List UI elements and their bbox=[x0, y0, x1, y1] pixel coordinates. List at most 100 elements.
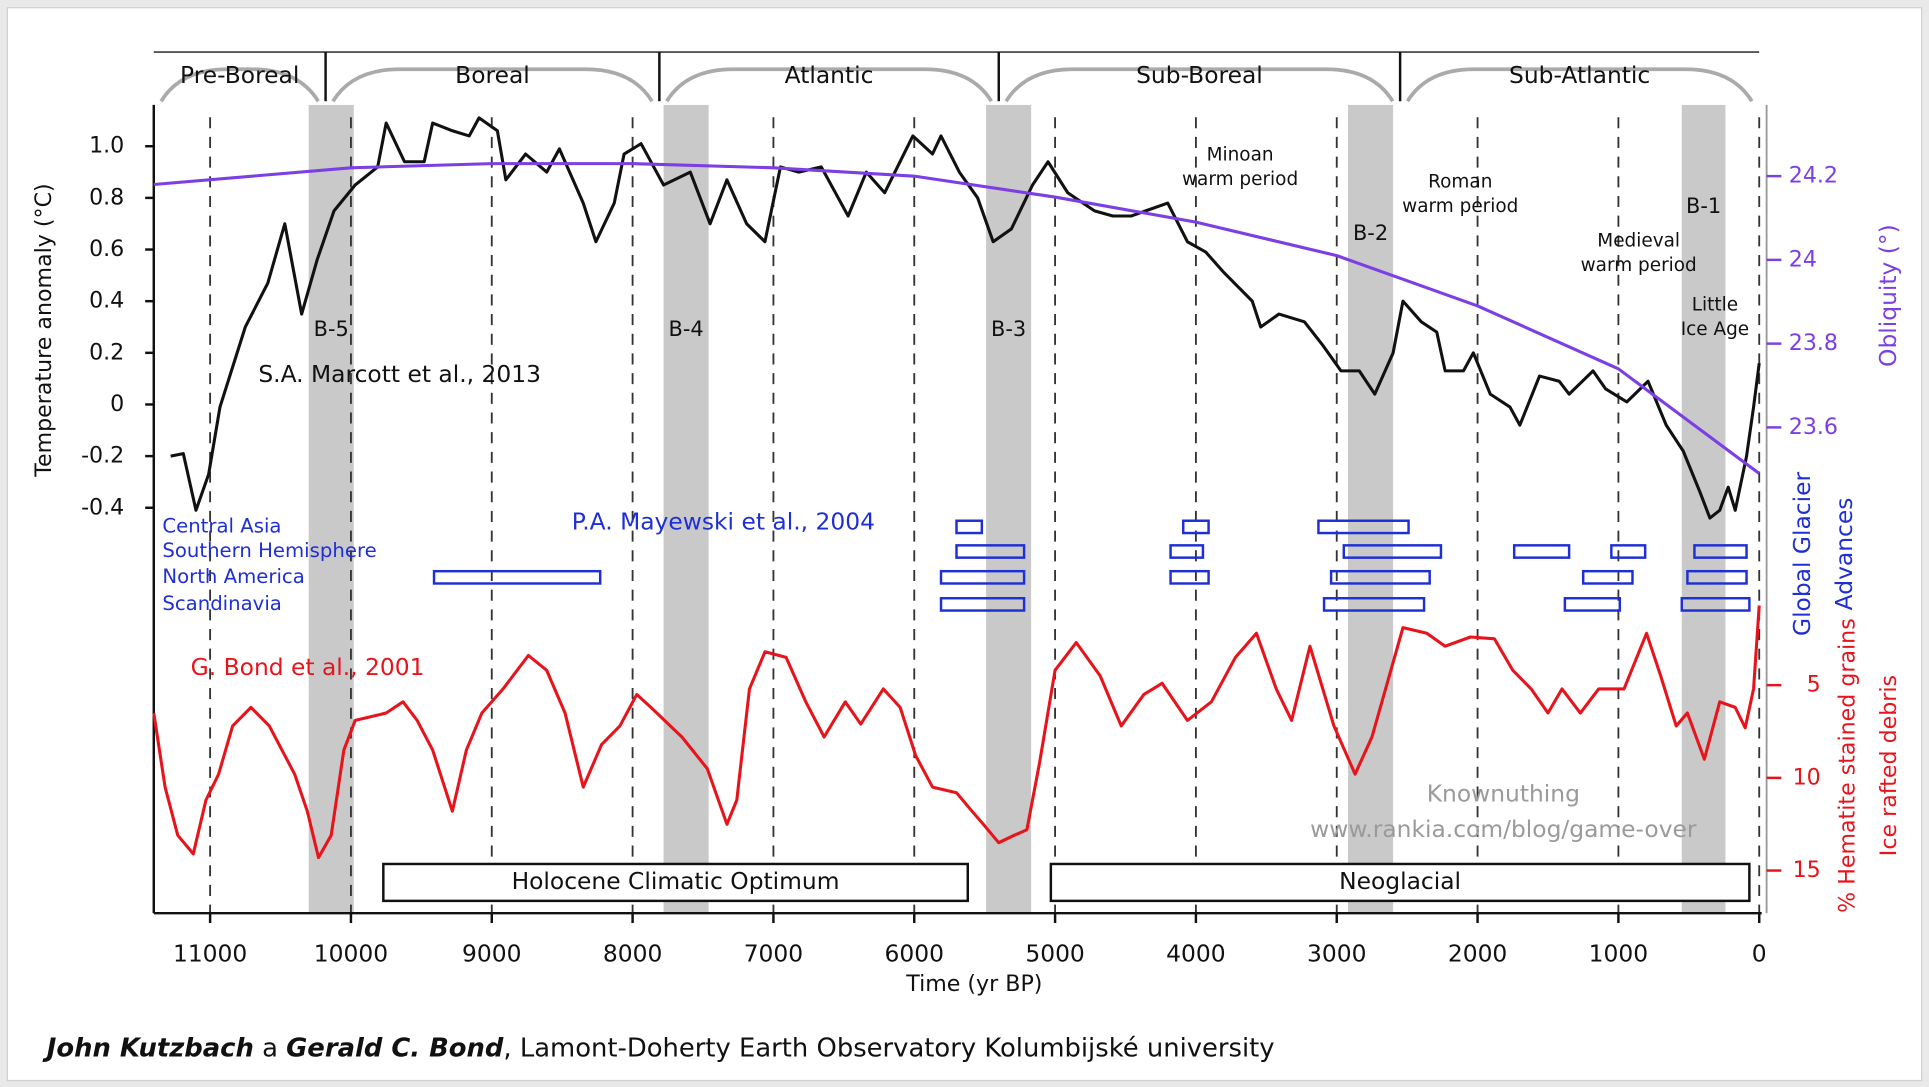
event-label: B-2 bbox=[1353, 221, 1388, 245]
glacier-advance bbox=[955, 519, 984, 535]
phase-box bbox=[382, 862, 970, 903]
glacier-axis-label: Advances bbox=[1830, 498, 1858, 611]
glacier-advance bbox=[1686, 569, 1748, 585]
glacier-axis-label: Global Glacier bbox=[1788, 471, 1816, 636]
glacier-advance bbox=[1342, 544, 1443, 559]
x-tick-label: 2000 bbox=[1448, 940, 1507, 968]
period-arc bbox=[159, 67, 320, 103]
caption-part: John Kutzbach bbox=[42, 1033, 254, 1063]
annotation: Roman bbox=[1428, 171, 1492, 192]
glacier-advance bbox=[1680, 597, 1751, 612]
y3-axis-label: Ice rafted debris bbox=[1876, 675, 1902, 856]
period-arc bbox=[1004, 67, 1395, 103]
glacier-advance bbox=[1182, 519, 1210, 535]
watermark: Knownuthing bbox=[1427, 780, 1580, 808]
glacier-region-label: Central Asia bbox=[162, 514, 281, 537]
annotation: Little bbox=[1692, 294, 1738, 315]
glacier-advance bbox=[1329, 569, 1431, 585]
glacier-advance bbox=[1693, 544, 1748, 559]
glacier-advance bbox=[432, 569, 602, 585]
event-label: B-4 bbox=[669, 317, 704, 341]
x-tick-label: 7000 bbox=[744, 940, 803, 968]
y3-tick-label: 15 bbox=[1793, 857, 1821, 883]
series-line bbox=[152, 605, 1761, 860]
glacier-region-label: Southern Hemisphere bbox=[162, 539, 376, 562]
x-tick-label: 3000 bbox=[1307, 940, 1366, 968]
glacier-advance bbox=[1169, 569, 1210, 585]
phase-label: Neoglacial bbox=[1339, 867, 1461, 895]
x-tick-label: 1000 bbox=[1589, 940, 1648, 968]
y3-tick-label: 10 bbox=[1793, 764, 1821, 790]
y2-tick-label: 23.8 bbox=[1789, 330, 1838, 356]
watermark: www.rankia.com/blog/game-over bbox=[1310, 815, 1697, 843]
glacier-advance bbox=[955, 544, 1026, 559]
series-line bbox=[170, 116, 1761, 520]
period-arc bbox=[1405, 67, 1754, 103]
annotation: warm period bbox=[1581, 255, 1697, 276]
y-tick-label: -0.4 bbox=[81, 494, 124, 520]
y-tick-label: 0.4 bbox=[89, 288, 124, 314]
x-tick-label: 11000 bbox=[173, 940, 247, 968]
series-line bbox=[153, 162, 1761, 475]
period-label: Boreal bbox=[455, 61, 530, 89]
event-band bbox=[1681, 104, 1726, 914]
annotation: Minoan bbox=[1207, 144, 1274, 165]
y2-tick-label: 23.6 bbox=[1789, 414, 1838, 440]
event-label: B-3 bbox=[991, 317, 1026, 341]
event-band bbox=[1348, 104, 1394, 914]
annotation: warm period bbox=[1182, 169, 1298, 190]
period-label: Pre-Boreal bbox=[180, 61, 299, 89]
glacier-advance bbox=[1317, 519, 1410, 535]
glacier-advance bbox=[939, 569, 1026, 585]
annotation: Ice Age bbox=[1681, 319, 1749, 340]
caption-part: , Lamont-Doherty Earth Observatory Kolum… bbox=[503, 1033, 1274, 1063]
event-label: B-1 bbox=[1686, 194, 1721, 218]
y-tick-label: 0.2 bbox=[89, 339, 124, 365]
glacier-advance bbox=[1610, 544, 1647, 559]
x-tick-label: 4000 bbox=[1166, 940, 1225, 968]
event-band bbox=[663, 104, 709, 914]
period-arc bbox=[331, 67, 654, 103]
glacier-advance bbox=[939, 597, 1026, 612]
y-tick-label: 0 bbox=[110, 391, 124, 417]
glacier-advance bbox=[1512, 544, 1571, 559]
x-tick-label: 9000 bbox=[462, 940, 521, 968]
y2-tick-label: 24 bbox=[1789, 246, 1817, 272]
y3-axis-label: % Hematite stained grains bbox=[1834, 618, 1860, 913]
series-label: G. Bond et al., 2001 bbox=[191, 653, 425, 681]
x-axis-label: Time (yr BP) bbox=[905, 971, 1042, 997]
period-label: Sub-Boreal bbox=[1136, 61, 1263, 89]
caption-part: Gerald C. Bond bbox=[286, 1033, 504, 1063]
x-tick-label: 8000 bbox=[603, 940, 662, 968]
glacier-advance bbox=[1563, 597, 1622, 612]
caption-part: a bbox=[262, 1033, 278, 1063]
glacier-region-label: Scandinavia bbox=[162, 592, 281, 615]
glacier-advance bbox=[1581, 569, 1634, 585]
y2-tick-label: 24.2 bbox=[1789, 163, 1838, 189]
y3-tick-label: 5 bbox=[1807, 672, 1821, 698]
y-tick-label: -0.2 bbox=[81, 443, 124, 469]
period-label: Atlantic bbox=[785, 61, 874, 89]
event-label: B-5 bbox=[314, 317, 349, 341]
annotation: Medieval bbox=[1597, 230, 1680, 251]
glacier-advance bbox=[1322, 597, 1426, 612]
period-arc bbox=[665, 67, 993, 103]
event-band bbox=[308, 104, 354, 914]
glacier-region-label: North America bbox=[162, 565, 304, 588]
series-label: S.A. Marcott et al., 2013 bbox=[258, 360, 541, 388]
x-tick-label: 5000 bbox=[1025, 940, 1084, 968]
y-axis-label: Temperature anomaly (°C) bbox=[31, 183, 57, 477]
y-tick-label: 1.0 bbox=[89, 133, 124, 159]
annotation: warm period bbox=[1402, 196, 1518, 217]
phase-box bbox=[1049, 862, 1751, 903]
y-tick-label: 0.8 bbox=[89, 184, 124, 210]
event-band bbox=[986, 104, 1032, 914]
phase-label: Holocene Climatic Optimum bbox=[512, 867, 840, 895]
x-tick-label: 0 bbox=[1752, 940, 1767, 968]
period-label: Sub-Atlantic bbox=[1509, 61, 1650, 89]
x-tick-label: 6000 bbox=[885, 940, 944, 968]
y-tick-label: 0.6 bbox=[89, 236, 124, 262]
glacier-advance bbox=[1169, 544, 1205, 559]
